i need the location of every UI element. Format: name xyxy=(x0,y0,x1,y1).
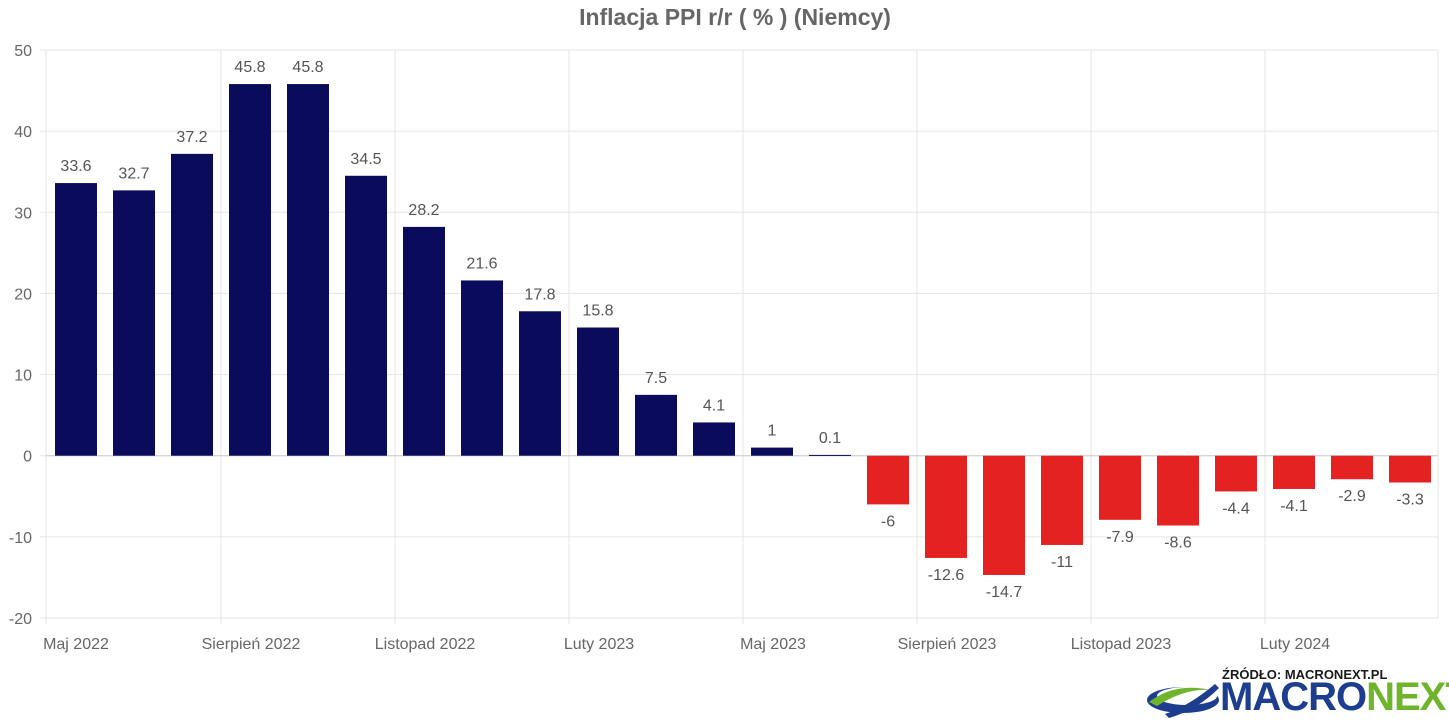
bar xyxy=(635,394,677,456)
x-axis-labels: Maj 2022 Sierpień 2022 Listopad 2022 Luty 2… xyxy=(43,636,1330,653)
x-tick-label: Sierpień 2023 xyxy=(898,636,997,653)
bar xyxy=(751,447,793,456)
bar xyxy=(693,422,735,456)
x-tick-label: Maj 2022 xyxy=(43,636,109,653)
bar xyxy=(113,190,155,456)
data-label: 0.1 xyxy=(819,430,841,447)
x-tick-label: Sierpień 2022 xyxy=(202,636,301,653)
x-tick-label: Luty 2024 xyxy=(1260,636,1330,653)
y-tick-label: 0 xyxy=(23,449,32,466)
bar xyxy=(287,84,329,456)
bar xyxy=(1273,455,1315,489)
data-label: 32.7 xyxy=(118,165,149,182)
data-label: 17.8 xyxy=(524,286,555,303)
y-tick-label: 10 xyxy=(14,368,32,385)
y-tick-label: 50 xyxy=(14,43,32,60)
data-label: -2.9 xyxy=(1338,488,1366,505)
data-label: -12.6 xyxy=(928,567,965,584)
data-label: 37.2 xyxy=(176,129,207,146)
swoosh-icon xyxy=(1147,684,1219,718)
x-tick-label: Maj 2023 xyxy=(740,636,806,653)
data-label: 21.6 xyxy=(466,255,497,272)
y-tick-label: 30 xyxy=(14,205,32,222)
data-label: -4.1 xyxy=(1280,498,1308,515)
data-label: 45.8 xyxy=(234,59,265,76)
bar xyxy=(55,183,97,456)
bar xyxy=(867,455,909,505)
macronext-logo xyxy=(1147,684,1219,718)
data-labels: 33.6 32.7 37.2 45.8 45.8 34.5 28.2 21.6 17.8 15.8… xyxy=(60,59,1423,601)
data-label: 15.8 xyxy=(582,303,613,320)
bar xyxy=(1041,455,1083,545)
x-tick-label: Listopad 2022 xyxy=(375,636,476,653)
grid-lines xyxy=(40,49,1439,624)
data-label: -3.3 xyxy=(1396,491,1424,508)
bar xyxy=(345,175,387,456)
data-label: -11 xyxy=(1051,554,1073,571)
data-label: -6 xyxy=(881,513,895,530)
chart-title: Inflacja PPI r/r ( % ) (Niemcy) xyxy=(579,4,891,30)
y-tick-label: 20 xyxy=(14,286,32,303)
bar xyxy=(577,327,619,456)
bar xyxy=(983,455,1025,575)
bar xyxy=(229,84,271,456)
bar xyxy=(519,311,561,456)
data-label: 45.8 xyxy=(292,59,323,76)
data-label: -4.4 xyxy=(1222,500,1250,517)
bars xyxy=(55,84,1431,575)
data-label: 1 xyxy=(768,423,777,440)
data-label: 34.5 xyxy=(350,151,381,168)
x-tick-label: Listopad 2023 xyxy=(1071,636,1172,653)
data-label: 7.5 xyxy=(645,370,667,387)
bar xyxy=(171,153,213,456)
data-label: 28.2 xyxy=(408,202,439,219)
y-tick-label: 40 xyxy=(14,124,32,141)
source-label: ŹRÓDŁO: MACRONEXT.PL xyxy=(1222,667,1388,682)
bar xyxy=(925,455,967,558)
y-tick-label: -10 xyxy=(9,530,32,547)
macronext-wordmark: MACRONEXT xyxy=(1220,675,1449,719)
bar xyxy=(1099,455,1141,520)
y-tick-label: -20 xyxy=(9,611,32,628)
data-label: -8.6 xyxy=(1164,534,1192,551)
bar xyxy=(1331,455,1373,480)
data-label: -7.9 xyxy=(1106,529,1134,546)
bar xyxy=(1215,455,1257,492)
data-label: -14.7 xyxy=(986,584,1023,601)
bar xyxy=(403,226,445,456)
x-tick-label: Luty 2023 xyxy=(564,636,634,653)
data-label: 33.6 xyxy=(60,158,91,175)
bar xyxy=(809,454,851,456)
y-axis-labels: 50 40 30 20 10 0 -10 -20 xyxy=(9,43,32,628)
bar xyxy=(461,280,503,456)
data-label: 4.1 xyxy=(703,397,725,414)
bar xyxy=(1157,455,1199,526)
bar xyxy=(1389,455,1431,483)
